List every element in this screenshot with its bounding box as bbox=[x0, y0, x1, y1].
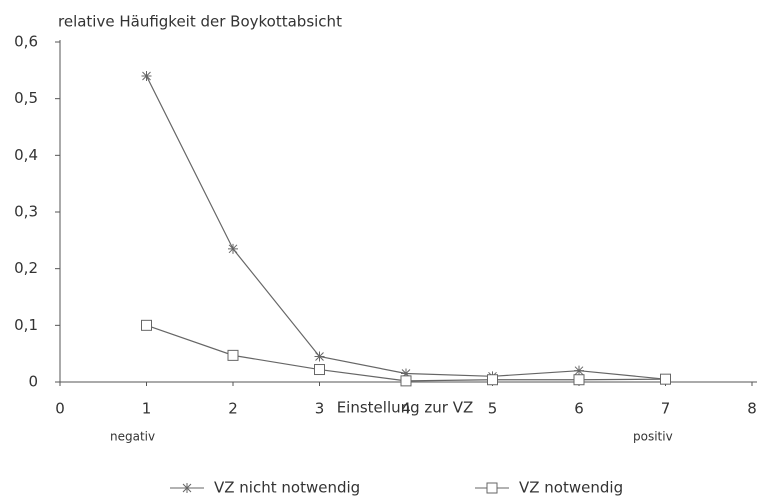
x-tick-label: 7 bbox=[661, 400, 671, 418]
y-tick-label: 0,4 bbox=[14, 146, 38, 164]
series-line bbox=[145, 75, 666, 380]
y-tick-label: 0 bbox=[28, 373, 38, 391]
x-tick-label: 1 bbox=[142, 400, 152, 418]
x-axis-label: Einstellung zur VZ bbox=[337, 399, 474, 417]
marker bbox=[228, 243, 238, 254]
marker bbox=[401, 368, 411, 379]
y-tick-label: 0,3 bbox=[14, 203, 38, 221]
marker bbox=[314, 351, 325, 362]
x-tick-label: 4 bbox=[401, 400, 411, 418]
y-tick-label: 0,5 bbox=[14, 89, 38, 107]
x-tick-label: 5 bbox=[488, 400, 498, 418]
x-tick-label: 6 bbox=[574, 400, 584, 418]
marker bbox=[660, 373, 671, 385]
marker bbox=[574, 365, 584, 376]
marker bbox=[141, 71, 152, 81]
marker bbox=[400, 375, 412, 387]
legend-label: VZ notwendig bbox=[519, 479, 623, 497]
marker bbox=[314, 364, 325, 376]
y-tick-label: 0,2 bbox=[14, 259, 38, 277]
x-tick-label: 3 bbox=[315, 400, 325, 418]
marker bbox=[141, 319, 152, 331]
marker bbox=[486, 482, 498, 494]
annotation: positiv bbox=[633, 430, 673, 444]
marker bbox=[182, 483, 192, 493]
x-tick-label: 8 bbox=[747, 400, 757, 418]
y-tick-label: 0,6 bbox=[14, 33, 38, 51]
x-tick-label: 0 bbox=[55, 400, 65, 418]
annotation: negativ bbox=[110, 430, 155, 444]
marker bbox=[573, 374, 585, 386]
marker bbox=[227, 349, 239, 361]
marker bbox=[487, 374, 498, 386]
y-axis-label: relative Häufigkeit der Boykottabsicht bbox=[58, 13, 342, 31]
x-tick-label: 2 bbox=[228, 400, 238, 418]
y-tick-label: 0,1 bbox=[14, 316, 38, 334]
legend-label: VZ nicht notwendig bbox=[214, 479, 360, 497]
